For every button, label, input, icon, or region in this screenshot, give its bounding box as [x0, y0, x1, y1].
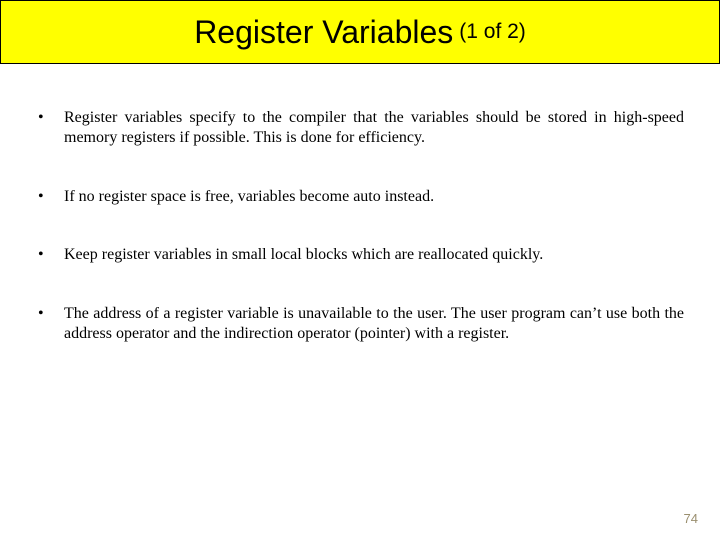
slide-title-sub: (1 of 2) [459, 20, 526, 44]
bullet-marker: • [36, 187, 64, 207]
bullet-text: Keep register variables in small local b… [64, 245, 684, 265]
bullet-marker: • [36, 304, 64, 324]
bullet-item: • The address of a register variable is … [36, 304, 684, 345]
bullet-item: • If no register space is free, variable… [36, 187, 684, 207]
bullet-item: • Register variables specify to the comp… [36, 108, 684, 149]
bullet-text: The address of a register variable is un… [64, 304, 684, 345]
slide-title-main: Register Variables [194, 14, 453, 51]
title-bar: Register Variables (1 of 2) [0, 0, 720, 64]
bullet-item: • Keep register variables in small local… [36, 245, 684, 265]
page-number: 74 [684, 511, 698, 526]
bullet-text: Register variables specify to the compil… [64, 108, 684, 149]
bullet-marker: • [36, 245, 64, 265]
bullet-marker: • [36, 108, 64, 128]
bullet-text: If no register space is free, variables … [64, 187, 684, 207]
content-area: • Register variables specify to the comp… [0, 64, 720, 345]
